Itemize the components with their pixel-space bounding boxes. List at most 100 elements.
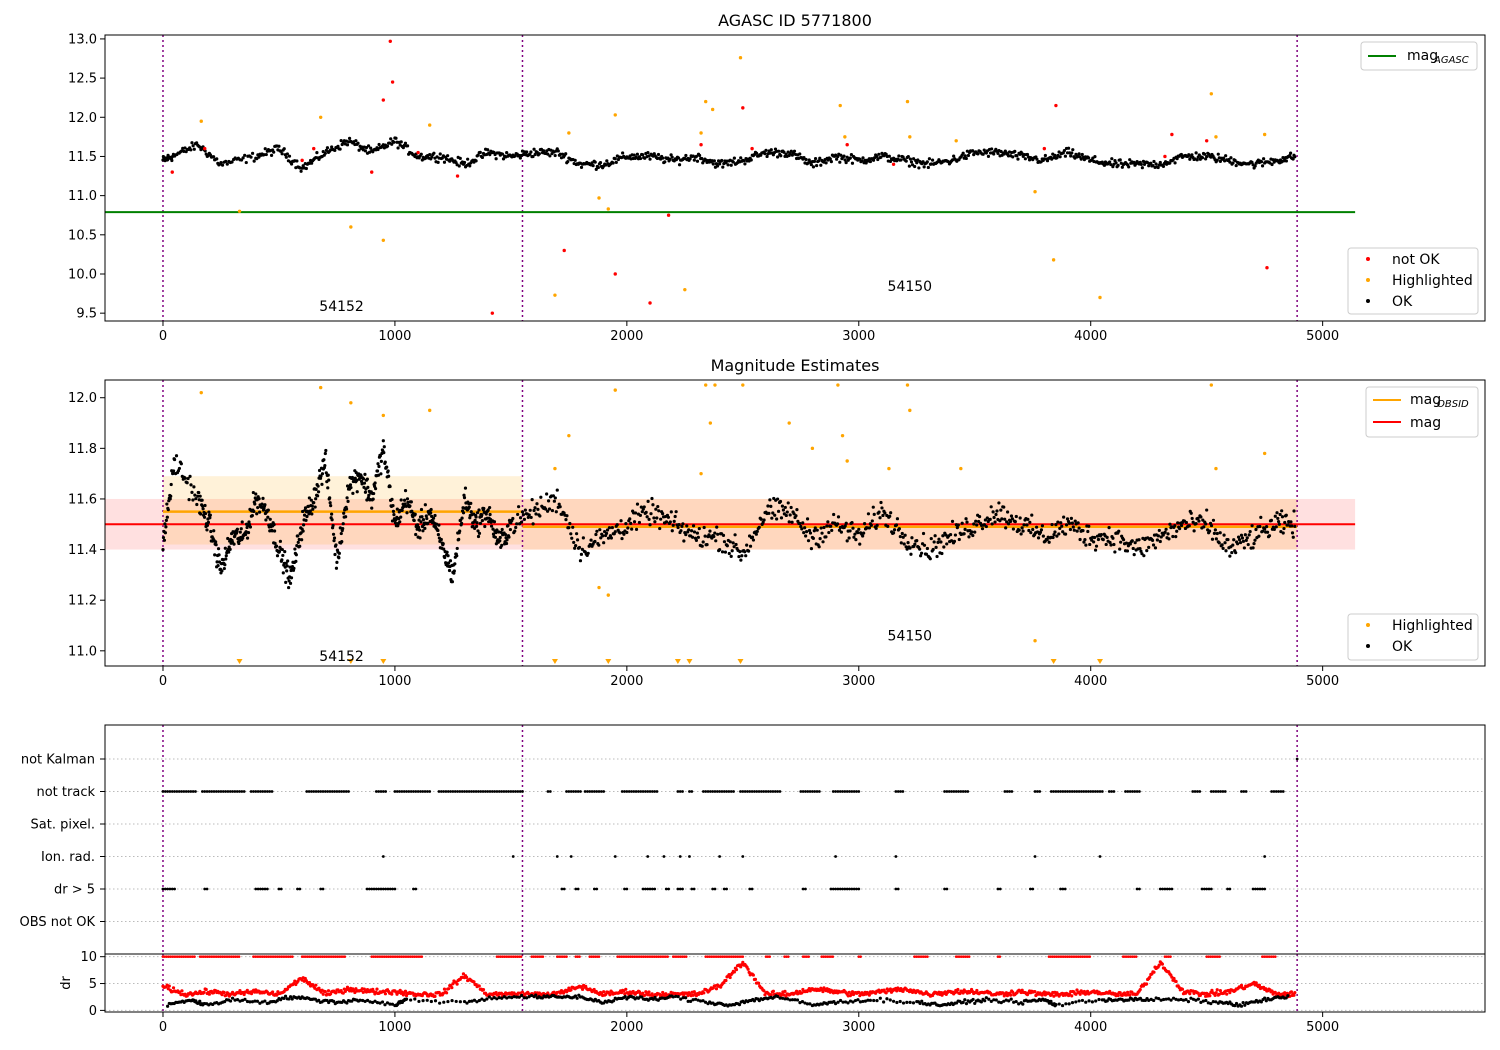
ok-point [1011,527,1016,531]
dr-saturated-point [183,955,187,958]
ok-point [301,523,306,527]
ok-point [475,521,479,525]
ok-point [354,139,358,143]
dr-red-point [1085,989,1090,993]
ok-point [497,530,501,534]
legend-subscript: OBSID [1437,399,1469,410]
ok-point [1289,520,1293,524]
ok-point [333,552,337,557]
dr-saturated-point [374,955,377,958]
ok-point [221,558,225,562]
dr-saturated-point [1079,955,1082,958]
ok-point [960,521,964,525]
ok-point [732,545,736,549]
ok-point [929,536,933,541]
dr-saturated-point [618,955,621,958]
ok-point [1150,538,1155,542]
flag-point [402,790,406,793]
flag-point [562,887,566,891]
dr-red-point [741,960,745,964]
dr-saturated-point [576,955,579,958]
ok-point [420,515,424,519]
flag-point [163,887,167,891]
ok-point [1173,161,1177,165]
ok-point [1231,161,1235,165]
dr-saturated-point [534,955,537,958]
flag-point [676,887,680,891]
flag-point [409,790,413,793]
ok-point [955,526,959,530]
ok-point [334,543,338,547]
ok-point [172,469,176,473]
dr-black-point [425,998,429,1002]
ok-point [1201,518,1205,522]
dr-black-point [258,1001,262,1005]
dr-saturated-point [1071,955,1075,958]
ok-point [1192,529,1196,533]
ok-point [788,513,792,517]
dr-black-point [846,1001,850,1005]
ok-point [202,515,207,519]
dr-red-point [884,991,888,995]
ok-point [734,542,738,547]
ok-point [653,520,657,524]
ok-point [243,153,247,157]
dr-saturated-point [675,955,679,958]
dr-saturated-point [279,955,283,958]
dr-saturated-point [1274,955,1277,958]
ok-point [314,487,318,491]
dr-black-point [438,1001,442,1005]
ok-point [257,155,261,159]
ok-point [754,151,759,155]
ok-point [1117,529,1121,533]
ok-point [845,539,849,543]
ok-point [474,515,478,519]
ok-point [489,524,494,528]
ok-point [301,529,305,533]
ok-point [637,520,642,525]
ok-point [809,546,814,551]
dr-saturated-point [629,955,632,958]
ok-point [1246,542,1250,547]
ok-point [498,539,502,543]
ok-point [1096,537,1101,542]
ok-point [652,516,656,520]
flag-point [184,790,188,793]
dr-saturated-point [1264,955,1268,958]
flag-point [333,790,337,793]
dr-red-point [334,991,338,995]
ok-point [1259,160,1264,164]
ok-point [426,521,430,525]
dr-saturated-point [1121,955,1125,958]
dr-black-point [417,999,421,1004]
flag-point [706,790,710,793]
flag-point [1003,790,1007,793]
ok-point [373,487,378,491]
ok-point [264,152,268,157]
dr-saturated-point [728,955,732,958]
ok-point [697,153,702,158]
ok-point [366,485,370,489]
highlighted-point [838,103,842,108]
ok-point [1045,538,1049,542]
dr-saturated-point [532,955,535,958]
dr-red-point [794,989,799,993]
flag-point [586,790,589,793]
ok-point [283,550,287,554]
flag-point [950,790,953,793]
highlighted-point [428,123,432,127]
ok-point [1110,157,1114,161]
dr-saturated-point [595,955,599,958]
dr-black-point [918,1001,922,1006]
ok-point [1002,505,1006,509]
ok-point [387,474,391,478]
ok-point [972,522,976,526]
dr-red-point [1292,993,1296,997]
ok-point [1092,535,1097,540]
ok-point [731,160,735,164]
flag-point [753,790,756,793]
ok-point [572,540,576,545]
ok-point [1282,526,1286,531]
ok-point [1147,545,1151,549]
